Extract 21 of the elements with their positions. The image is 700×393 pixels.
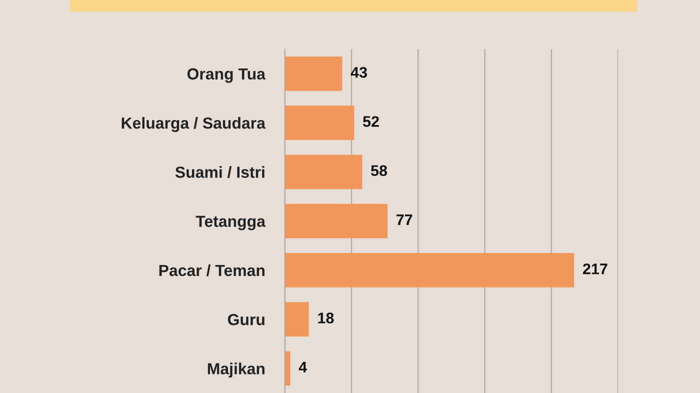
bar [284,154,362,190]
y-tick-label: Majikan [208,362,264,378]
bar [284,351,290,386]
bar [284,302,309,337]
y-tick-label: Guru [228,314,264,326]
data-label: 52 [363,116,379,127]
bar [284,204,388,238]
data-label: 58 [371,165,388,176]
data-label: 217 [582,263,608,274]
bar [284,106,354,140]
data-label: 43 [350,66,367,78]
y-tick-label: Tetangga [196,216,266,230]
y-tick-label: Keluarga / Saudara [122,117,266,132]
data-label: 4 [298,362,307,372]
bar [284,56,342,91]
y-tick-label: Orang Tua [187,68,266,83]
y-tick-label: Suami / Istri [175,166,264,178]
data-label: 18 [318,312,334,324]
data-label: 77 [396,214,412,226]
bar [284,252,574,288]
y-tick-label: Pacar / Teman [159,264,264,276]
